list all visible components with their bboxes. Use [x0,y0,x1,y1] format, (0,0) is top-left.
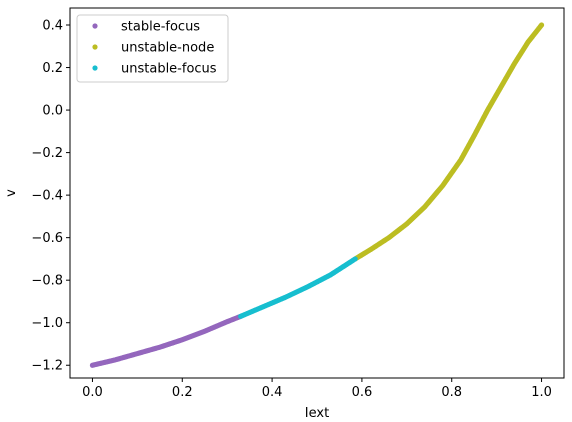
x-tick-label: 0.2 [172,385,193,400]
legend-label-unstable-focus: unstable-focus [121,62,217,77]
series-unstable-node [352,22,545,262]
legend-marker-stable-focus [92,23,98,29]
y-tick-label: −0.4 [31,189,63,204]
y-tick-label: −1.2 [31,359,63,374]
point-unstable-focus [352,256,358,262]
plot-area [89,22,545,368]
y-tick-label: 0.2 [42,61,63,76]
legend-label-unstable-node: unstable-node [121,41,214,56]
series-stable-focus [89,313,244,368]
y-tick-label: −1.0 [31,316,63,331]
y-tick-label: −0.2 [31,146,63,161]
point-unstable-node [538,22,545,28]
x-tick-label: 0.8 [441,385,462,400]
x-tick-label: 0.0 [82,385,103,400]
legend-marker-unstable-node [92,44,98,50]
y-tick-label: 0.4 [42,19,63,34]
legend-marker-unstable-focus [92,65,98,71]
x-tick-label: 0.6 [352,385,373,400]
x-tick-label: 0.4 [262,385,283,400]
y-tick-label: −0.8 [31,274,63,289]
legend-label-stable-focus: stable-focus [121,20,200,35]
series-unstable-focus [238,256,358,319]
x-axis-label: Iext [305,406,329,421]
legend-frame [76,14,229,83]
y-tick-label: −0.6 [31,231,63,246]
plot-frame [69,7,565,379]
y-axis-label: v [4,189,19,197]
y-tick-label: 0.0 [42,104,63,119]
x-axis: 0.0 0.2 0.4 0.6 0.8 1.0 [82,378,552,400]
y-axis: −1.2 −1.0 −0.8 −0.6 −0.4 −0.2 0.0 0.2 0.4 [31,19,70,374]
x-tick-label: 1.0 [531,385,552,400]
legend: stable-focus unstable-node unstable-focus [76,14,229,83]
